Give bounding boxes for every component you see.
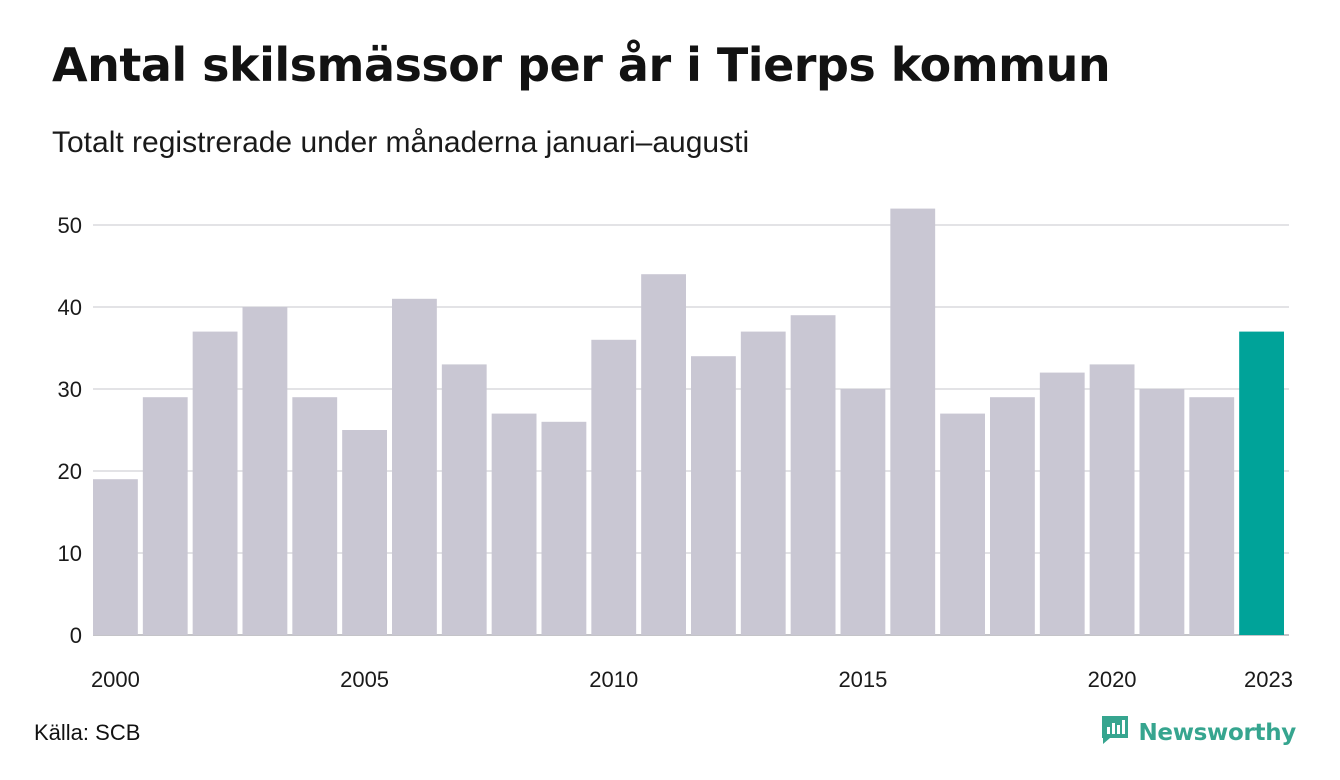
brand-logo[interactable]: Newsworthy — [1100, 714, 1296, 751]
y-tick-label: 0 — [70, 623, 82, 648]
y-tick-label: 40 — [58, 295, 82, 320]
bar-2005 — [342, 430, 387, 635]
newsworthy-logo-icon — [1100, 714, 1130, 751]
bar-2002 — [192, 331, 238, 635]
x-tick-label: 2020 — [1088, 667, 1137, 692]
x-tick-label: 2005 — [340, 667, 389, 692]
x-tick-label: 2000 — [91, 667, 140, 692]
x-tick-label: 2010 — [589, 667, 638, 692]
bar-2008 — [491, 413, 537, 635]
bar-2018 — [990, 397, 1035, 635]
x-tick-label: 2023 — [1244, 667, 1293, 692]
y-axis-ticks: 0 10 20 30 40 50 — [58, 213, 82, 648]
bar-2003 — [242, 307, 288, 635]
bar-2021 — [1139, 389, 1185, 635]
bar-2012 — [691, 356, 736, 635]
bar-2016 — [890, 208, 936, 635]
bar-2023 — [1239, 331, 1284, 635]
brand-name: Newsworthy — [1138, 719, 1296, 746]
bar-2001 — [142, 397, 188, 635]
bar-2009 — [541, 421, 587, 635]
bar-2014 — [790, 315, 836, 635]
bar-2010 — [591, 339, 637, 635]
bar-2022 — [1189, 397, 1235, 635]
x-axis-ticks: 2000 2005 2010 2015 2020 2023 — [91, 667, 1293, 692]
bar-2019 — [1039, 372, 1085, 635]
x-tick-label: 2015 — [838, 667, 887, 692]
bar-2006 — [392, 298, 437, 635]
bar-2011 — [641, 274, 686, 635]
chart-subtitle: Totalt registrerade under månaderna janu… — [52, 126, 750, 159]
y-tick-label: 30 — [58, 377, 82, 402]
bars — [93, 208, 1284, 635]
y-tick-label: 20 — [58, 459, 82, 484]
y-tick-label: 50 — [58, 213, 82, 238]
bar-2004 — [292, 397, 338, 635]
bar-2000 — [93, 479, 138, 635]
bar-2015 — [840, 389, 886, 635]
bar-2013 — [740, 331, 786, 635]
source-note: Källa: SCB — [34, 720, 141, 745]
bar-chart: 0 10 20 30 40 50 2000 2005 2010 2015 2020 2023 — [58, 208, 1293, 692]
y-tick-label: 10 — [58, 541, 82, 566]
chart-title: Antal skilsmässor per år i Tierps kommun — [52, 38, 1111, 92]
bar-2017 — [940, 413, 985, 635]
bar-2020 — [1089, 364, 1135, 635]
bar-2007 — [441, 364, 487, 635]
